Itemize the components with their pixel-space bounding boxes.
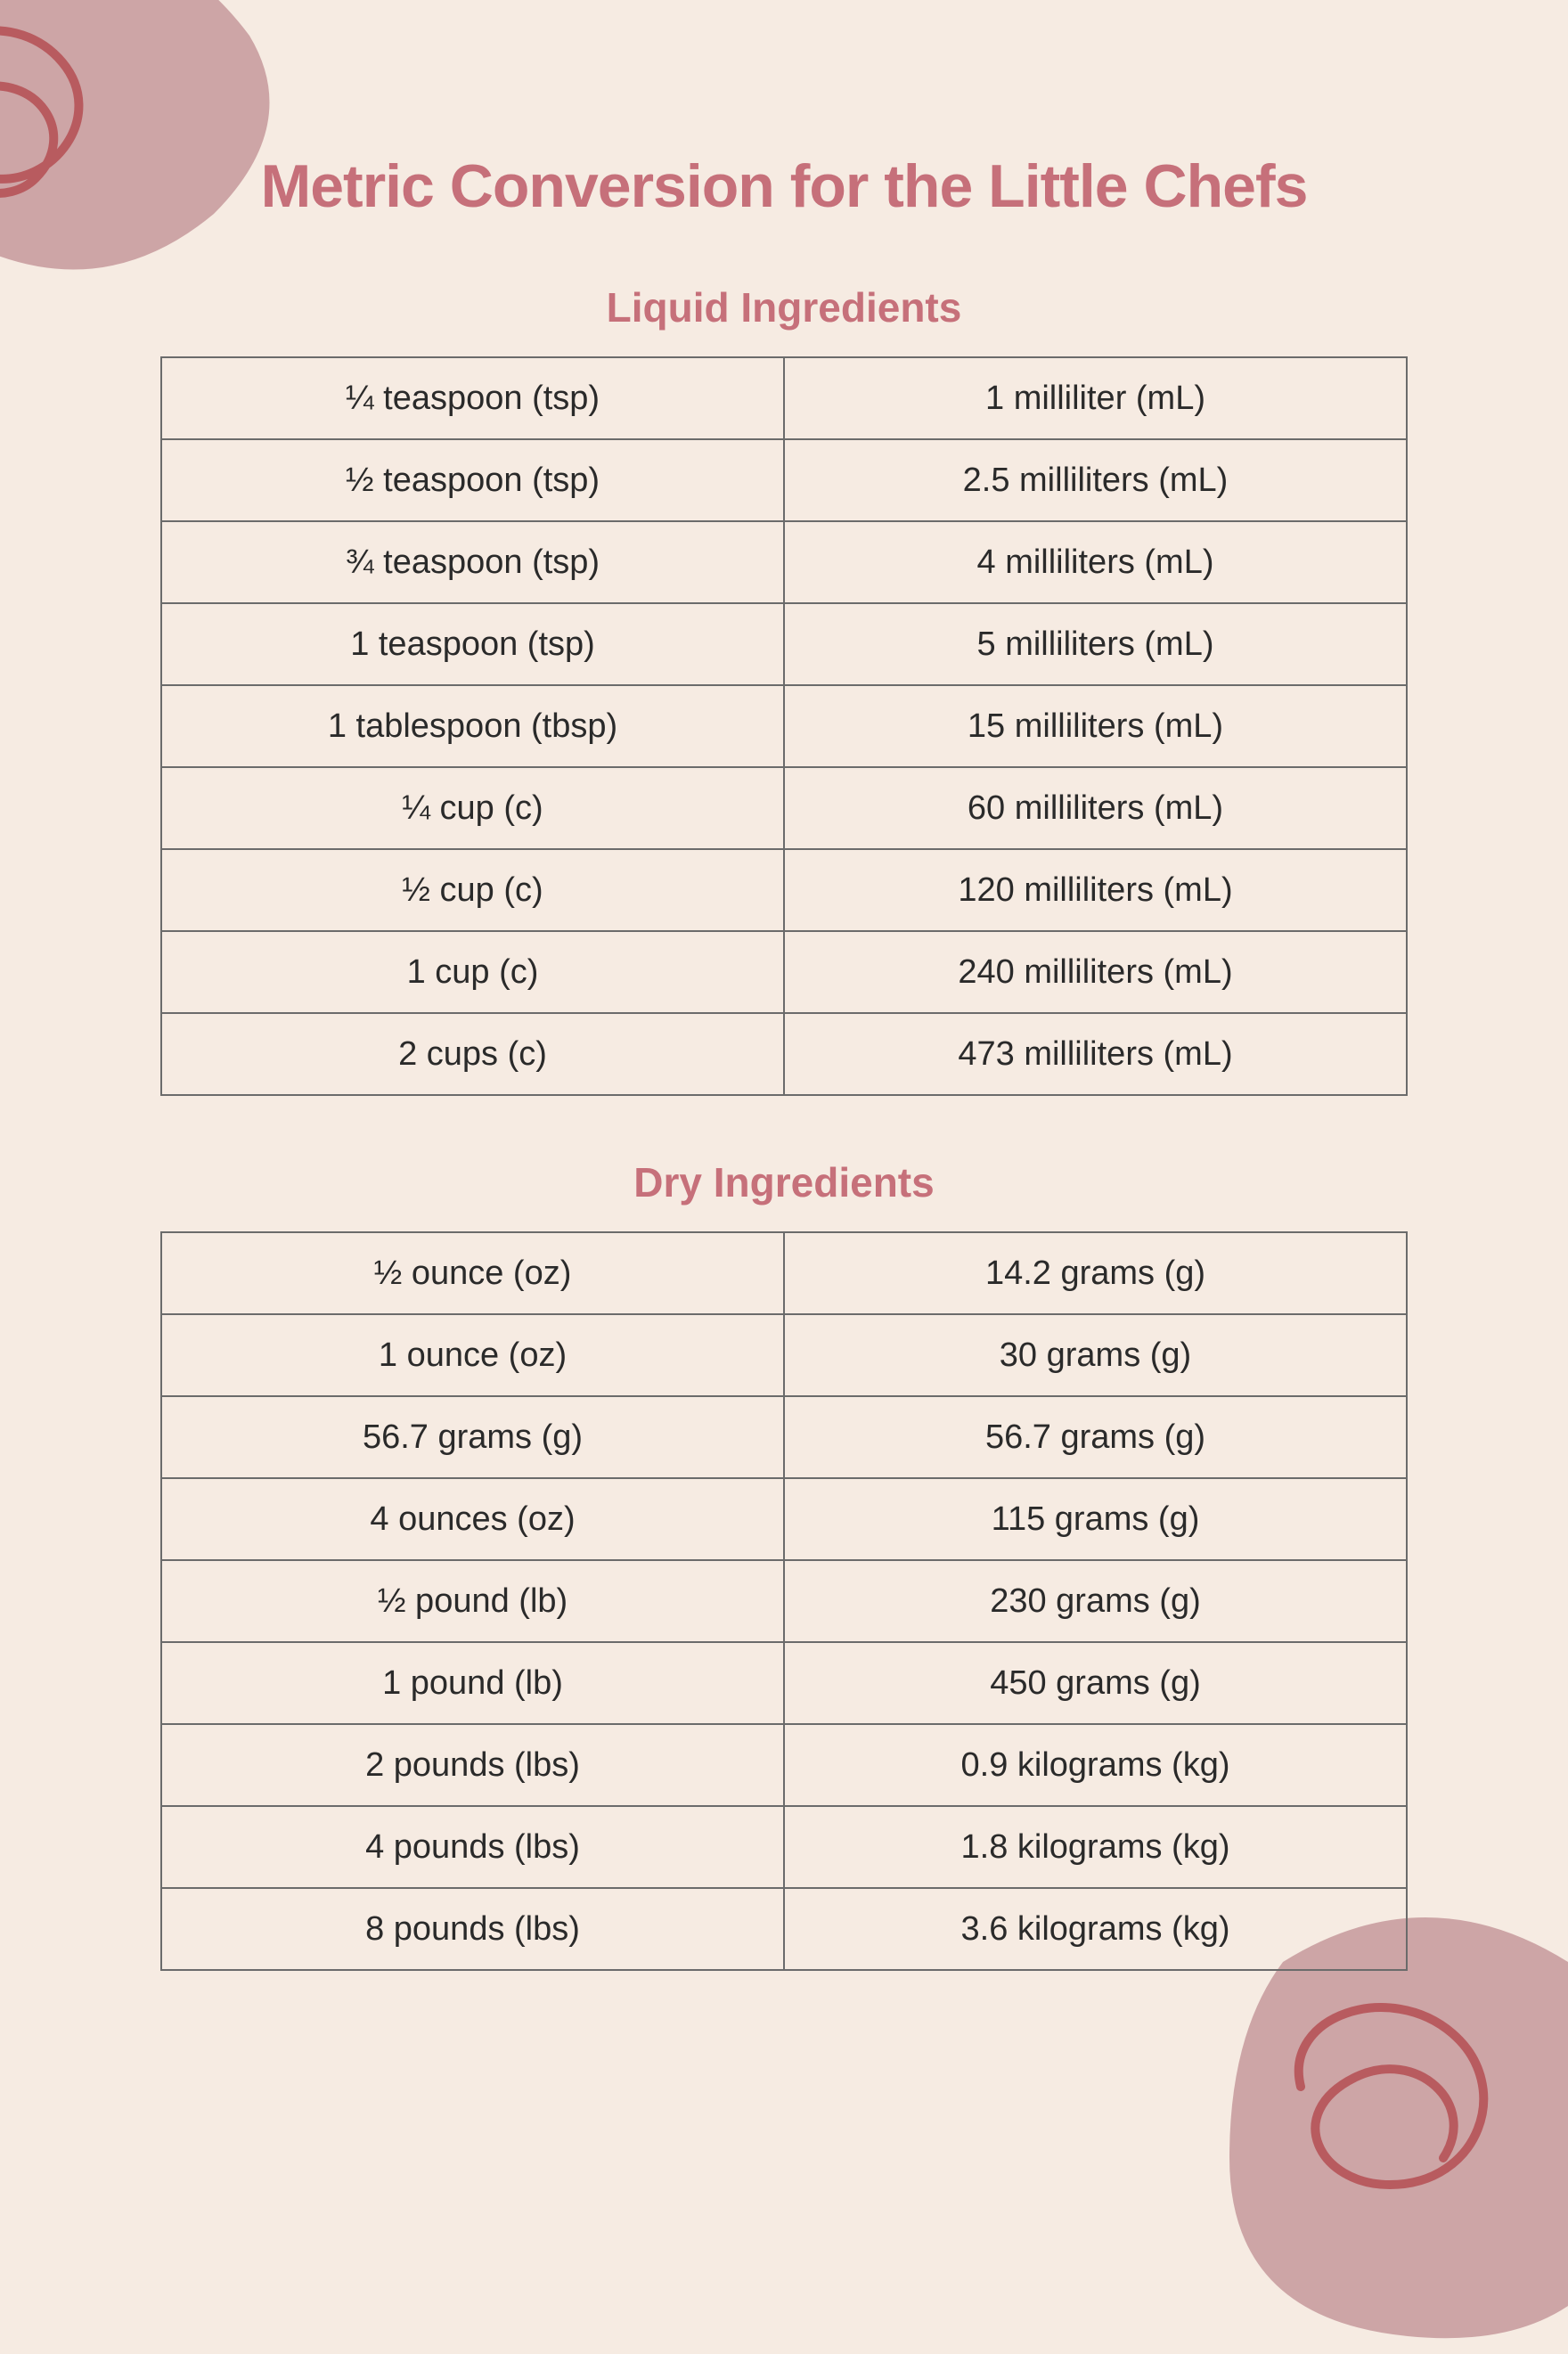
table-row: 1 teaspoon (tsp)5 milliliters (mL) <box>161 603 1407 685</box>
cell-imperial: 4 pounds (lbs) <box>161 1806 784 1888</box>
cell-imperial: 1 tablespoon (tbsp) <box>161 685 784 767</box>
cell-metric: 115 grams (g) <box>784 1478 1407 1560</box>
table-row: 1 pound (lb)450 grams (g) <box>161 1642 1407 1724</box>
cell-imperial: 56.7 grams (g) <box>161 1396 784 1478</box>
cell-imperial: ¼ teaspoon (tsp) <box>161 357 784 439</box>
cell-metric: 56.7 grams (g) <box>784 1396 1407 1478</box>
table-liquid: ¼ teaspoon (tsp)1 milliliter (mL)½ teasp… <box>160 356 1408 1096</box>
table-dry: ½ ounce (oz)14.2 grams (g)1 ounce (oz)30… <box>160 1231 1408 1971</box>
cell-imperial: ¾ teaspoon (tsp) <box>161 521 784 603</box>
table-row: ½ cup (c)120 milliliters (mL) <box>161 849 1407 931</box>
cell-imperial: 1 teaspoon (tsp) <box>161 603 784 685</box>
table-row: 56.7 grams (g)56.7 grams (g) <box>161 1396 1407 1478</box>
cell-metric: 14.2 grams (g) <box>784 1232 1407 1314</box>
cell-metric: 450 grams (g) <box>784 1642 1407 1724</box>
cell-metric: 60 milliliters (mL) <box>784 767 1407 849</box>
cell-imperial: ¼ cup (c) <box>161 767 784 849</box>
table-row: 4 pounds (lbs)1.8 kilograms (kg) <box>161 1806 1407 1888</box>
cell-imperial: ½ pound (lb) <box>161 1560 784 1642</box>
section-dry: Dry Ingredients ½ ounce (oz)14.2 grams (… <box>160 1158 1408 1971</box>
table-row: ¼ teaspoon (tsp)1 milliliter (mL) <box>161 357 1407 439</box>
table-row: ½ teaspoon (tsp)2.5 milliliters (mL) <box>161 439 1407 521</box>
cell-imperial: 2 cups (c) <box>161 1013 784 1095</box>
cell-metric: 3.6 kilograms (kg) <box>784 1888 1407 1970</box>
section-heading-liquid: Liquid Ingredients <box>160 283 1408 331</box>
cell-metric: 4 milliliters (mL) <box>784 521 1407 603</box>
cell-metric: 230 grams (g) <box>784 1560 1407 1642</box>
table-row: 4 ounces (oz)115 grams (g) <box>161 1478 1407 1560</box>
cell-metric: 120 milliliters (mL) <box>784 849 1407 931</box>
table-row: ½ ounce (oz)14.2 grams (g) <box>161 1232 1407 1314</box>
table-row: ½ pound (lb)230 grams (g) <box>161 1560 1407 1642</box>
cell-imperial: ½ cup (c) <box>161 849 784 931</box>
table-row: 2 pounds (lbs)0.9 kilograms (kg) <box>161 1724 1407 1806</box>
cell-metric: 0.9 kilograms (kg) <box>784 1724 1407 1806</box>
table-row: 1 cup (c)240 milliliters (mL) <box>161 931 1407 1013</box>
cell-metric: 2.5 milliliters (mL) <box>784 439 1407 521</box>
cell-metric: 15 milliliters (mL) <box>784 685 1407 767</box>
page-title: Metric Conversion for the Little Chefs <box>160 151 1408 221</box>
table-row: 2 cups (c)473 milliliters (mL) <box>161 1013 1407 1095</box>
table-row: ¾ teaspoon (tsp)4 milliliters (mL) <box>161 521 1407 603</box>
cell-imperial: 2 pounds (lbs) <box>161 1724 784 1806</box>
cell-metric: 5 milliliters (mL) <box>784 603 1407 685</box>
table-row: 8 pounds (lbs)3.6 kilograms (kg) <box>161 1888 1407 1970</box>
cell-metric: 240 milliliters (mL) <box>784 931 1407 1013</box>
table-row: ¼ cup (c)60 milliliters (mL) <box>161 767 1407 849</box>
cell-imperial: 1 ounce (oz) <box>161 1314 784 1396</box>
cell-metric: 1.8 kilograms (kg) <box>784 1806 1407 1888</box>
table-row: 1 ounce (oz)30 grams (g) <box>161 1314 1407 1396</box>
section-liquid: Liquid Ingredients ¼ teaspoon (tsp)1 mil… <box>160 283 1408 1096</box>
cell-imperial: 4 ounces (oz) <box>161 1478 784 1560</box>
cell-imperial: 1 pound (lb) <box>161 1642 784 1724</box>
section-heading-dry: Dry Ingredients <box>160 1158 1408 1206</box>
cell-metric: 1 milliliter (mL) <box>784 357 1407 439</box>
cell-metric: 30 grams (g) <box>784 1314 1407 1396</box>
cell-imperial: 1 cup (c) <box>161 931 784 1013</box>
cell-imperial: ½ teaspoon (tsp) <box>161 439 784 521</box>
cell-imperial: 8 pounds (lbs) <box>161 1888 784 1970</box>
cell-metric: 473 milliliters (mL) <box>784 1013 1407 1095</box>
cell-imperial: ½ ounce (oz) <box>161 1232 784 1314</box>
table-row: 1 tablespoon (tbsp)15 milliliters (mL) <box>161 685 1407 767</box>
